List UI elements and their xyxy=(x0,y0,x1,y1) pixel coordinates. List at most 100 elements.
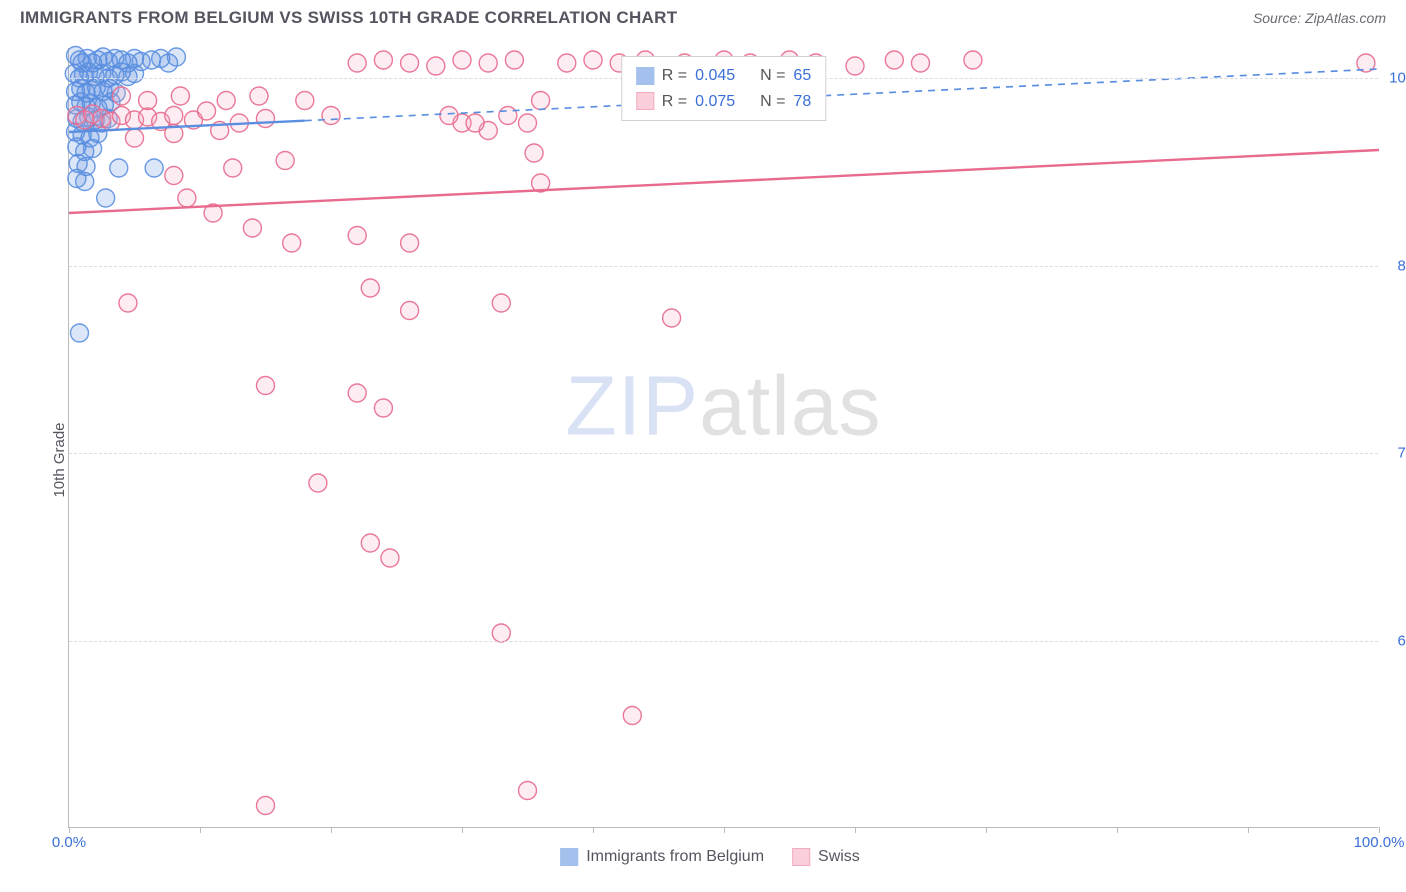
plot-svg xyxy=(69,48,1378,827)
xtick-mark xyxy=(69,827,70,833)
data-point-swiss xyxy=(532,92,550,110)
data-point-belgium xyxy=(84,140,102,158)
data-point-swiss xyxy=(257,797,275,815)
data-point-swiss xyxy=(348,384,366,402)
xtick-mark xyxy=(200,827,201,833)
data-point-swiss xyxy=(126,129,144,147)
stats-legend: R = 0.045 N = 65 R = 0.075 N = 78 xyxy=(621,56,826,121)
data-point-swiss xyxy=(492,624,510,642)
data-point-swiss xyxy=(243,219,261,237)
data-point-swiss xyxy=(519,114,537,132)
data-point-swiss xyxy=(479,54,497,72)
gridline xyxy=(69,641,1378,642)
xtick-mark xyxy=(1117,827,1118,833)
xtick-mark xyxy=(855,827,856,833)
data-point-swiss xyxy=(165,167,183,185)
data-point-belgium xyxy=(145,159,163,177)
swatch-belgium xyxy=(636,67,654,85)
data-point-swiss xyxy=(427,57,445,75)
data-point-swiss xyxy=(558,54,576,72)
data-point-belgium xyxy=(97,189,115,207)
xtick-mark xyxy=(724,827,725,833)
data-point-swiss xyxy=(296,92,314,110)
data-point-swiss xyxy=(623,707,641,725)
stat-r-belgium: 0.045 xyxy=(695,63,735,89)
data-point-swiss xyxy=(401,302,419,320)
stat-n-belgium: 65 xyxy=(793,63,811,89)
data-point-swiss xyxy=(322,107,340,125)
data-point-swiss xyxy=(257,110,275,128)
data-point-swiss xyxy=(224,159,242,177)
data-point-swiss xyxy=(309,474,327,492)
data-point-swiss xyxy=(519,782,537,800)
stats-row-belgium: R = 0.045 N = 65 xyxy=(636,63,811,89)
data-point-swiss xyxy=(846,57,864,75)
xtick-label: 100.0% xyxy=(1354,834,1405,851)
data-point-swiss xyxy=(492,294,510,312)
data-point-swiss xyxy=(885,51,903,69)
data-point-swiss xyxy=(348,54,366,72)
xtick-mark xyxy=(1379,827,1380,833)
data-point-swiss xyxy=(584,51,602,69)
xtick-label: 0.0% xyxy=(52,834,86,851)
data-point-belgium xyxy=(167,48,185,66)
xtick-mark xyxy=(986,827,987,833)
data-point-swiss xyxy=(171,87,189,105)
data-point-swiss xyxy=(283,234,301,252)
ytick-label: 62.5% xyxy=(1384,632,1406,649)
swatch-swiss xyxy=(792,848,810,866)
data-point-swiss xyxy=(374,399,392,417)
stat-r-label: R = xyxy=(662,89,687,115)
legend-item-belgium: Immigrants from Belgium xyxy=(560,848,764,866)
data-point-swiss xyxy=(453,51,471,69)
stat-n-label: N = xyxy=(760,63,785,89)
xtick-mark xyxy=(462,827,463,833)
data-point-swiss xyxy=(525,144,543,162)
data-point-swiss xyxy=(361,279,379,297)
y-axis-label: 10th Grade xyxy=(51,422,68,497)
xtick-mark xyxy=(593,827,594,833)
legend-label-swiss: Swiss xyxy=(818,848,860,866)
legend-label-belgium: Immigrants from Belgium xyxy=(586,848,764,866)
stat-n-swiss: 78 xyxy=(793,89,811,115)
data-point-swiss xyxy=(178,189,196,207)
gridline xyxy=(69,453,1378,454)
data-point-swiss xyxy=(401,54,419,72)
data-point-swiss xyxy=(139,92,157,110)
ytick-label: 75.0% xyxy=(1384,445,1406,462)
data-point-belgium xyxy=(110,159,128,177)
data-point-swiss xyxy=(381,549,399,567)
stat-r-label: R = xyxy=(662,63,687,89)
data-point-swiss xyxy=(374,51,392,69)
data-point-swiss xyxy=(440,107,458,125)
swatch-belgium xyxy=(560,848,578,866)
data-point-swiss xyxy=(505,51,523,69)
data-point-belgium xyxy=(70,324,88,342)
gridline xyxy=(69,266,1378,267)
ytick-label: 87.5% xyxy=(1384,257,1406,274)
data-point-swiss xyxy=(276,152,294,170)
data-point-swiss xyxy=(466,114,484,132)
chart-container: 10th Grade ZIPatlas R = 0.045 N = 65 R =… xyxy=(30,40,1390,880)
data-point-swiss xyxy=(964,51,982,69)
stat-n-label: N = xyxy=(760,89,785,115)
data-point-swiss xyxy=(217,92,235,110)
swatch-swiss xyxy=(636,92,654,110)
xtick-mark xyxy=(331,827,332,833)
series-legend: Immigrants from Belgium Swiss xyxy=(560,848,860,866)
stat-r-swiss: 0.075 xyxy=(695,89,735,115)
xtick-mark xyxy=(1248,827,1249,833)
data-point-swiss xyxy=(401,234,419,252)
data-point-swiss xyxy=(257,377,275,395)
chart-title: IMMIGRANTS FROM BELGIUM VS SWISS 10TH GR… xyxy=(20,8,677,28)
data-point-swiss xyxy=(250,87,268,105)
data-point-swiss xyxy=(912,54,930,72)
data-point-swiss xyxy=(361,534,379,552)
trend-line-swiss xyxy=(69,150,1379,213)
ytick-label: 100.0% xyxy=(1384,70,1406,87)
data-point-swiss xyxy=(112,87,130,105)
data-point-swiss xyxy=(348,227,366,245)
data-point-swiss xyxy=(165,107,183,125)
data-point-belgium xyxy=(126,65,144,83)
data-point-swiss xyxy=(198,102,216,120)
